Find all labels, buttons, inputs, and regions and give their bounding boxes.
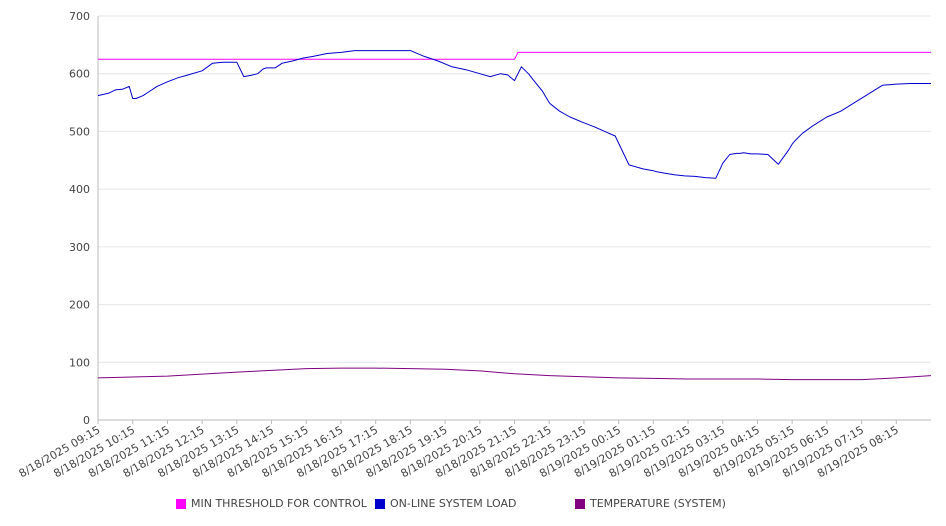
y-tick-label: 300 [69, 241, 90, 254]
series-lines [97, 50, 932, 381]
legend-label-threshold: MIN THRESHOLD FOR CONTROL [191, 497, 367, 510]
y-tick-label: 200 [69, 299, 90, 312]
y-tick-label: 500 [69, 125, 90, 138]
y-tick-label: 700 [69, 10, 90, 23]
legend-item-threshold[interactable]: MIN THRESHOLD FOR CONTROL [176, 497, 367, 510]
series-line-0 [98, 51, 931, 60]
legend-label-system-load: ON-LINE SYSTEM LOAD [390, 497, 517, 510]
legend-swatch-threshold [176, 498, 186, 509]
series-line-2 [97, 367, 932, 381]
y-tick-label: 600 [69, 68, 90, 81]
legend-label-temperature: TEMPERATURE (SYSTEM) [590, 497, 726, 510]
legend-swatch-temperature [575, 498, 585, 509]
x-tick-labels: 8/18/2025 09:158/18/2025 10:158/18/2025 … [17, 423, 901, 480]
legend-item-system-load[interactable]: ON-LINE SYSTEM LOAD [375, 497, 516, 510]
y-tick-labels: 0 100 200 300 400 500 600 700 [69, 10, 90, 427]
series-line-1 [97, 50, 931, 179]
axes [97, 16, 931, 424]
y-tick-label: 100 [69, 356, 90, 369]
y-tick-label: 400 [69, 183, 90, 196]
legend: MIN THRESHOLD FOR CONTROL ON-LINE SYSTEM… [0, 497, 946, 515]
y-tick-label: 0 [83, 414, 90, 427]
legend-item-temperature[interactable]: TEMPERATURE (SYSTEM) [575, 497, 726, 510]
legend-swatch-system-load [375, 498, 385, 509]
grid-lines [98, 15, 931, 363]
